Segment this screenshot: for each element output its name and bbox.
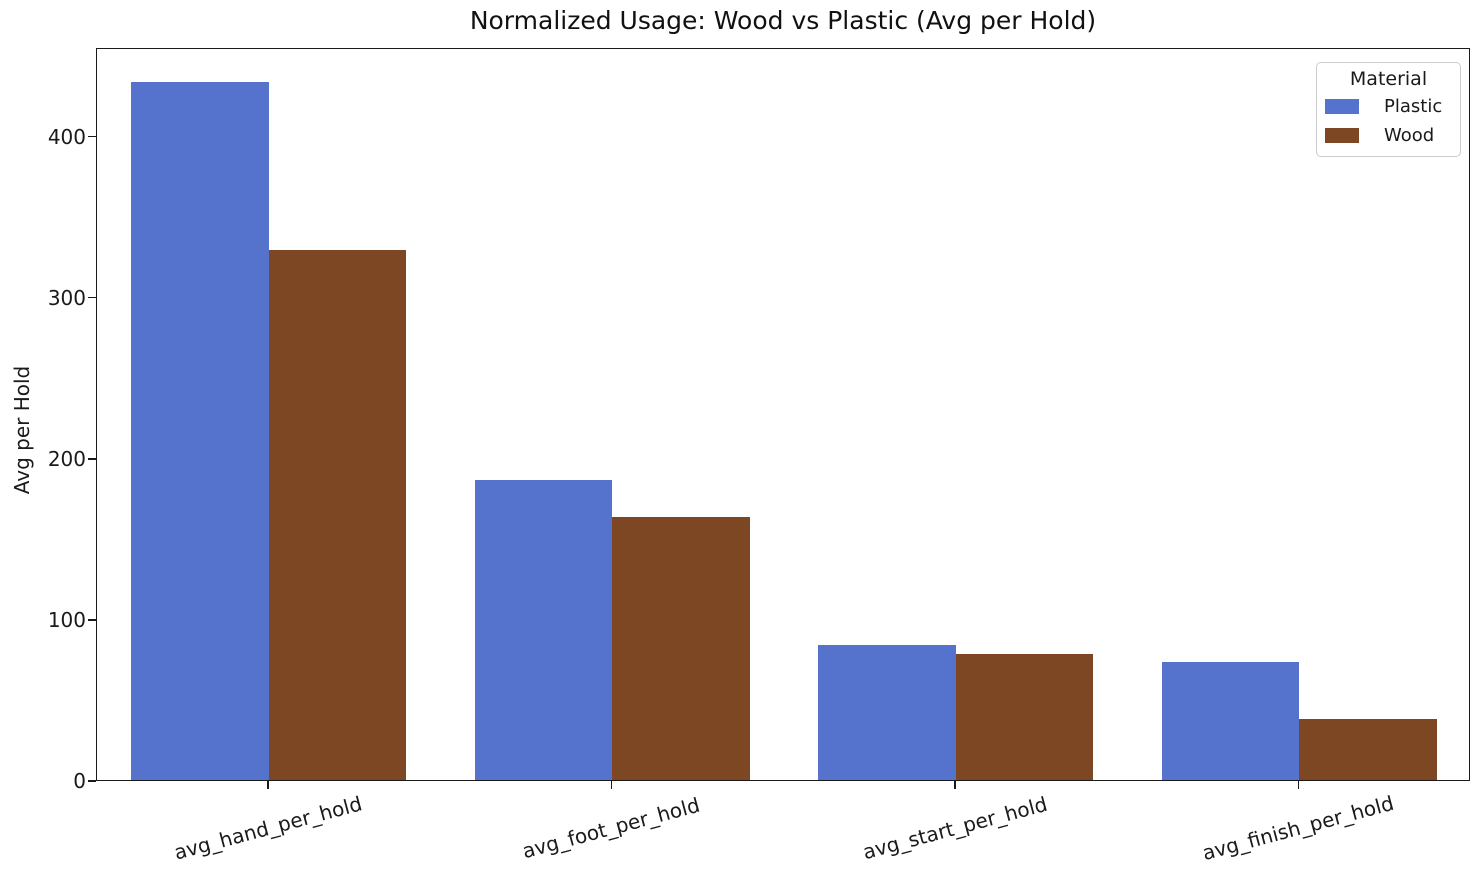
legend-title: Material [1349,68,1428,90]
bar-plastic-avg_finish_per_hold [1161,662,1300,780]
y-tick-label-400: 400 [47,124,86,149]
legend-row-wood: Wood [1325,124,1452,146]
y-tick-mark-0 [88,780,96,782]
legend-row-plastic: Plastic [1325,95,1452,117]
y-tick-mark-200 [88,458,96,460]
x-tick-label-avg_start_per_hold: avg_start_per_hold [859,791,1050,865]
legend-label-plastic: Plastic [1384,95,1443,117]
x-tick-mark-avg_hand_per_hold [267,781,269,789]
x-tick-label-avg_finish_per_hold: avg_finish_per_hold [1199,790,1397,866]
legend: Material Plastic Wood [1316,62,1461,157]
plot-area [96,48,1470,781]
x-tick-mark-avg_finish_per_hold [1297,781,1299,789]
chart-title: Normalized Usage: Wood vs Plastic (Avg p… [469,6,1097,35]
bar-plastic-avg_foot_per_hold [474,480,613,780]
y-axis-label: Avg per Hold [10,365,34,495]
y-tick-mark-300 [88,296,96,299]
bar-wood-avg_start_per_hold [955,654,1094,780]
bar-plastic-avg_hand_per_hold [131,82,269,780]
x-tick-mark-avg_foot_per_hold [610,781,612,789]
x-tick-mark-avg_start_per_hold [954,781,956,789]
x-tick-label-avg_hand_per_hold: avg_hand_per_hold [171,791,365,865]
y-tick-mark-100 [88,619,96,621]
y-tick-label-300: 300 [47,285,86,310]
legend-swatch-wood [1325,127,1359,143]
y-tick-label-200: 200 [47,446,86,471]
bar-wood-avg_finish_per_hold [1299,718,1437,780]
legend-label-wood: Wood [1384,124,1435,146]
y-tick-label-0: 0 [73,769,86,793]
legend-swatch-plastic [1325,98,1359,114]
bar-wood-avg_hand_per_hold [268,250,407,780]
y-tick-mark-400 [88,135,96,138]
bar-wood-avg_foot_per_hold [612,517,750,780]
bar-plastic-avg_start_per_hold [818,644,956,780]
x-tick-label-avg_foot_per_hold: avg_foot_per_hold [519,792,703,864]
y-tick-label-100: 100 [47,607,86,632]
